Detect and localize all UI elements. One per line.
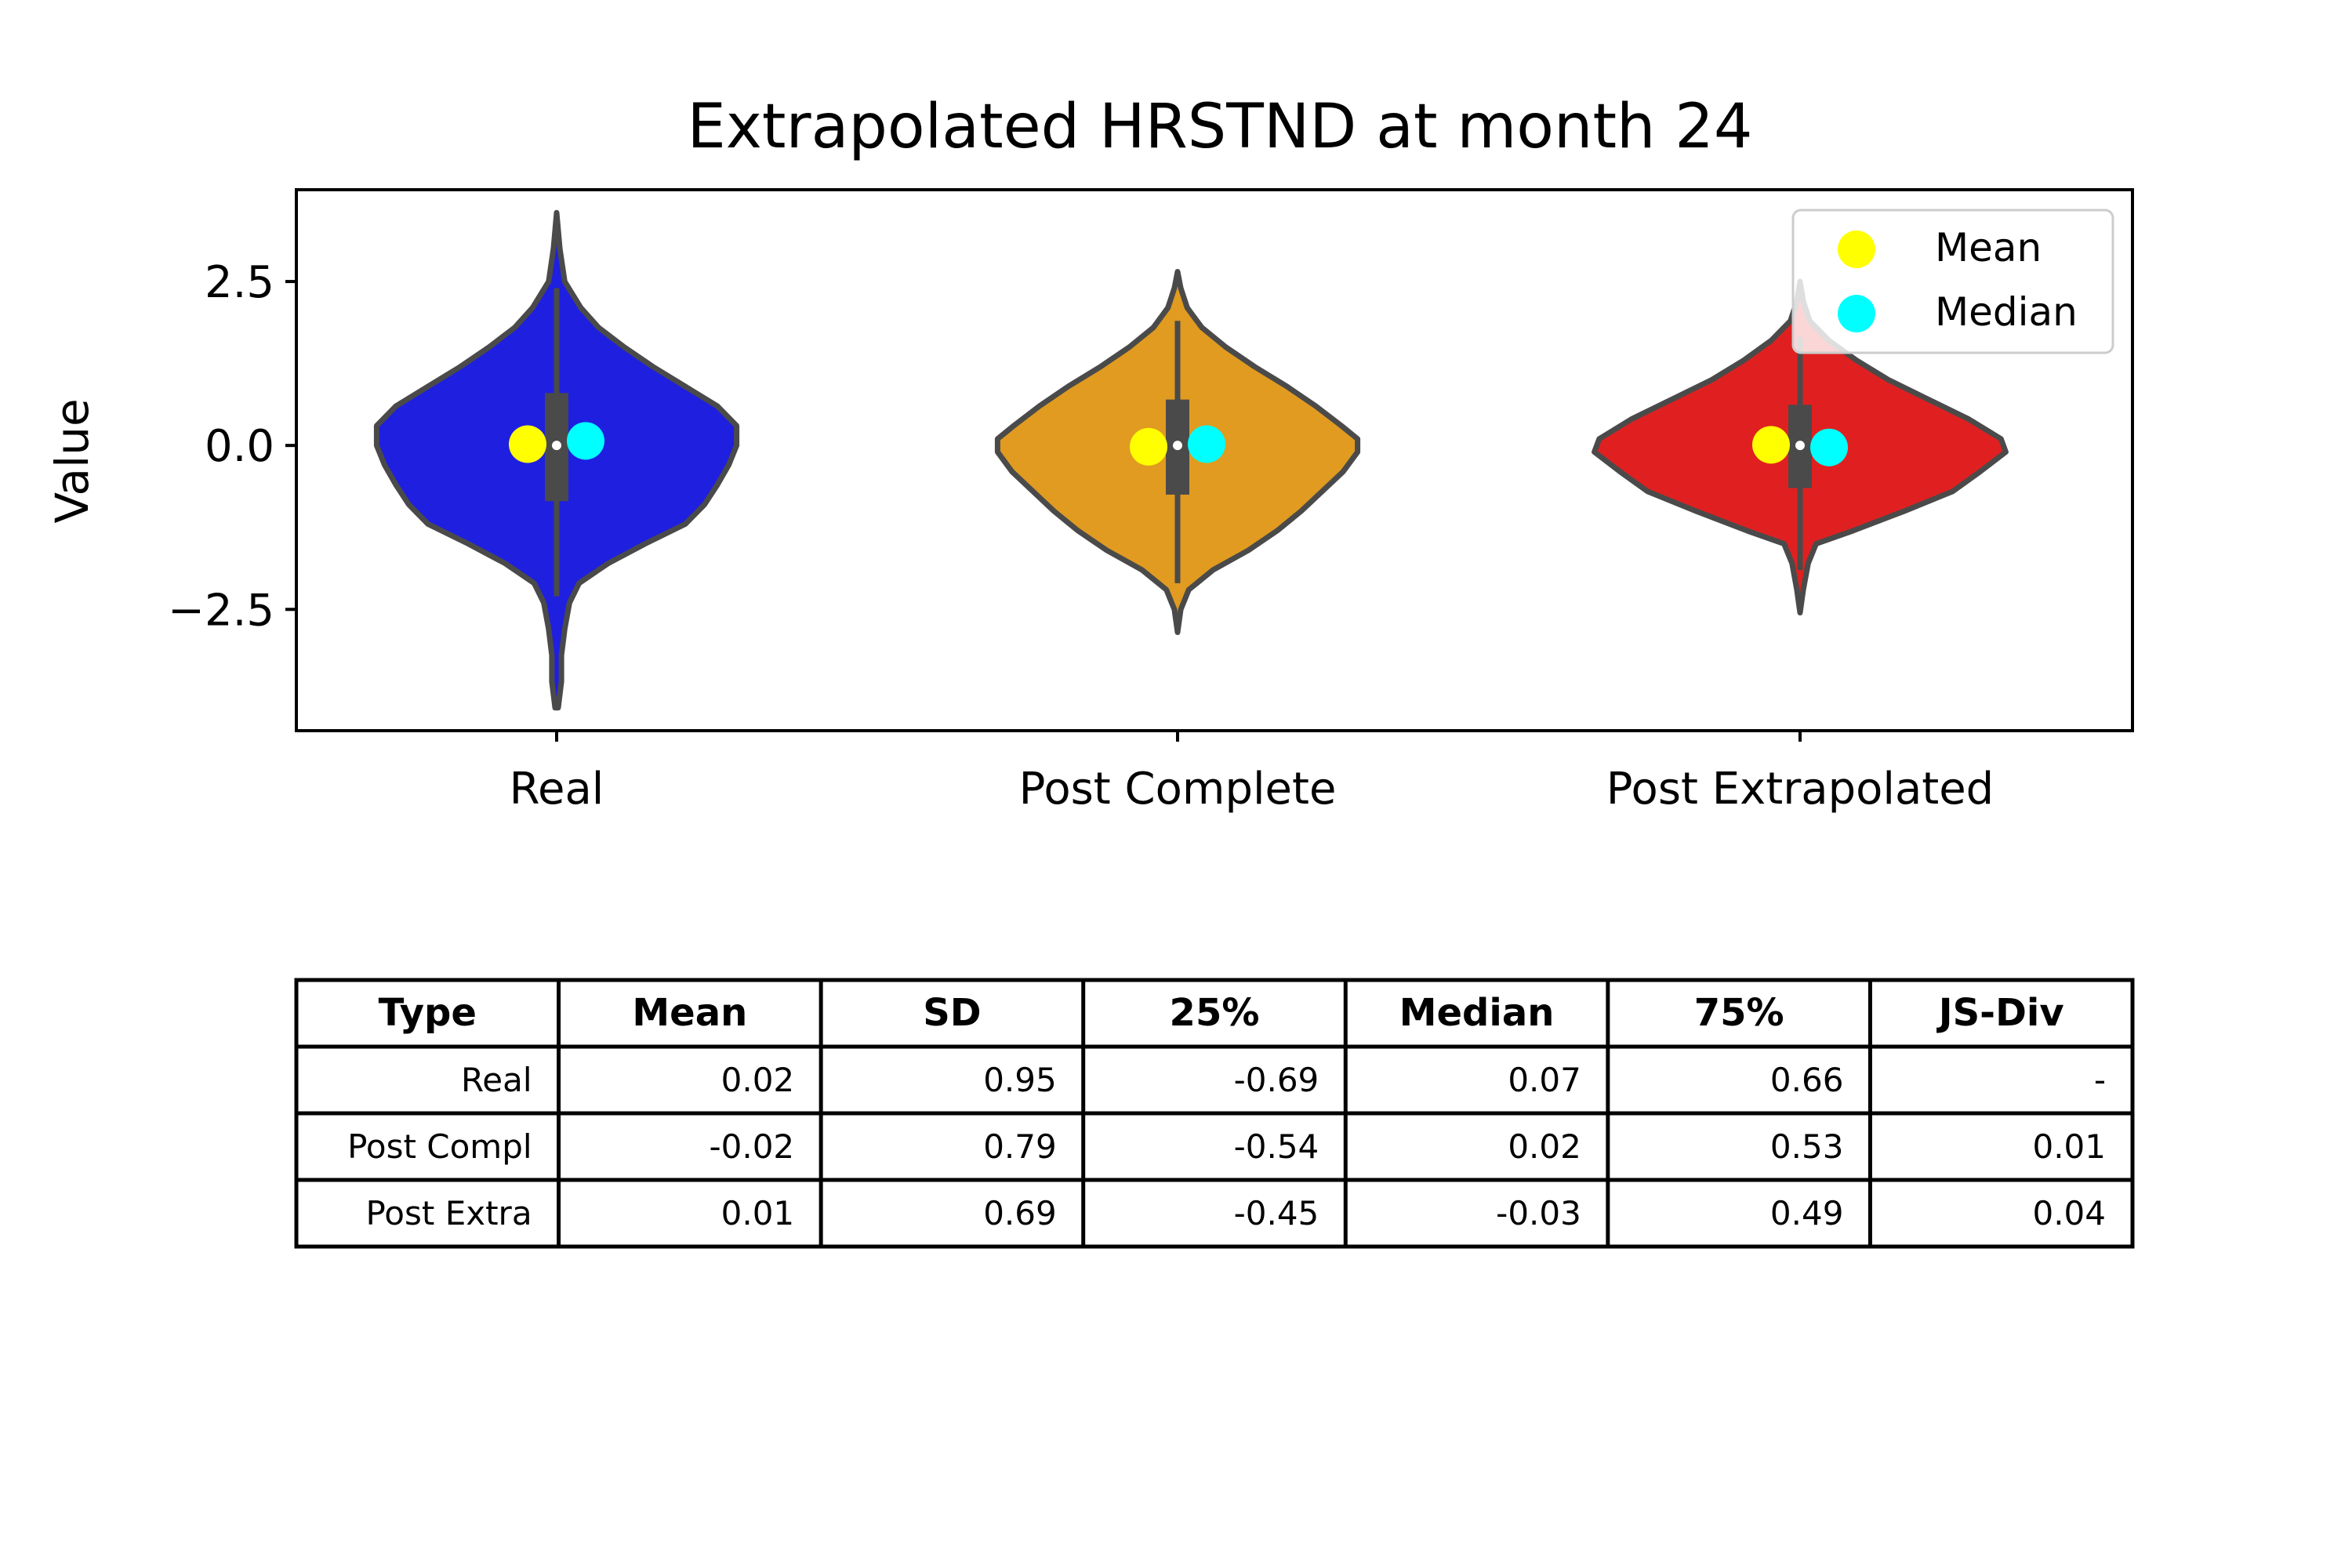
stats-table: Type Mean SD 25% Median 75% JS-Div Real 0.02 0.95…: [294, 978, 2135, 1249]
plot-frame: [295, 188, 2134, 732]
table-cell: 0.01: [721, 1194, 795, 1232]
chart-title: Extrapolated HRSTND at month 24: [687, 92, 1752, 162]
x-tick-label: Post Complete: [1019, 764, 1337, 815]
table-cell: -0.45: [1234, 1194, 1319, 1232]
mean-marker-post-extrapolated: [1752, 426, 1790, 464]
median-marker-post-extrapolated: [1810, 428, 1848, 466]
table-header-cell: 25%: [1170, 991, 1260, 1035]
y-tick-label: 2.5: [205, 257, 274, 308]
table-cell: 0.02: [721, 1061, 795, 1099]
table-cell: -0.02: [709, 1127, 794, 1166]
center-dot-post-complete: [1173, 441, 1182, 451]
table-cell: 0.01: [2032, 1127, 2106, 1166]
table-header-cell: SD: [923, 991, 981, 1035]
table-cell: 0.53: [1770, 1127, 1844, 1166]
table-header-cell: Type: [379, 991, 477, 1035]
table-cell: -0.69: [1234, 1061, 1319, 1099]
table-cell: 0.04: [2032, 1194, 2106, 1232]
y-axis: 2.5 0.0 −2.5: [168, 257, 296, 636]
table-cell: -0.54: [1234, 1127, 1319, 1166]
y-axis-label: Value: [45, 398, 99, 523]
legend-mean-label: Mean: [1935, 225, 2042, 270]
median-marker-real: [567, 422, 604, 460]
table-cell: Post Extra: [365, 1194, 532, 1232]
mean-marker-real: [509, 425, 546, 463]
legend-mean-marker: [1838, 230, 1875, 268]
table-cell: 0.79: [983, 1127, 1057, 1166]
x-axis: Real Post Complete Post Extrapolated: [510, 731, 1994, 815]
center-dot-real: [552, 441, 561, 451]
table-cell: 0.49: [1770, 1194, 1844, 1232]
table-cell: -: [2094, 1061, 2106, 1099]
table-cell: 0.07: [1508, 1061, 1581, 1099]
x-tick-label: Real: [510, 764, 604, 815]
legend-median-label: Median: [1935, 289, 2078, 335]
table-cell: -0.03: [1496, 1194, 1581, 1232]
x-tick-label: Post Extrapolated: [1606, 764, 1994, 815]
table-header-cell: Mean: [632, 991, 747, 1035]
table-cell: Post Compl: [347, 1127, 532, 1166]
table-cell: 0.95: [983, 1061, 1057, 1099]
y-tick-label: 0.0: [205, 421, 274, 472]
table-header-cell: JS-Div: [1936, 991, 2064, 1035]
center-dot-post-extrapolated: [1795, 441, 1805, 451]
table-cell: 0.69: [983, 1194, 1057, 1232]
legend-median-marker: [1838, 295, 1875, 332]
table-cell: Real: [461, 1061, 532, 1099]
violins-layer: [373, 209, 2009, 711]
table-header-cell: 75%: [1694, 991, 1784, 1035]
median-marker-post-complete: [1188, 425, 1225, 463]
table-cell: 0.66: [1770, 1061, 1844, 1099]
table-cell: 0.02: [1508, 1127, 1581, 1166]
legend: Mean Median: [1791, 209, 2114, 354]
table-header-cell: Median: [1399, 991, 1555, 1035]
mean-marker-post-complete: [1130, 427, 1167, 466]
y-tick-label: −2.5: [168, 585, 274, 636]
